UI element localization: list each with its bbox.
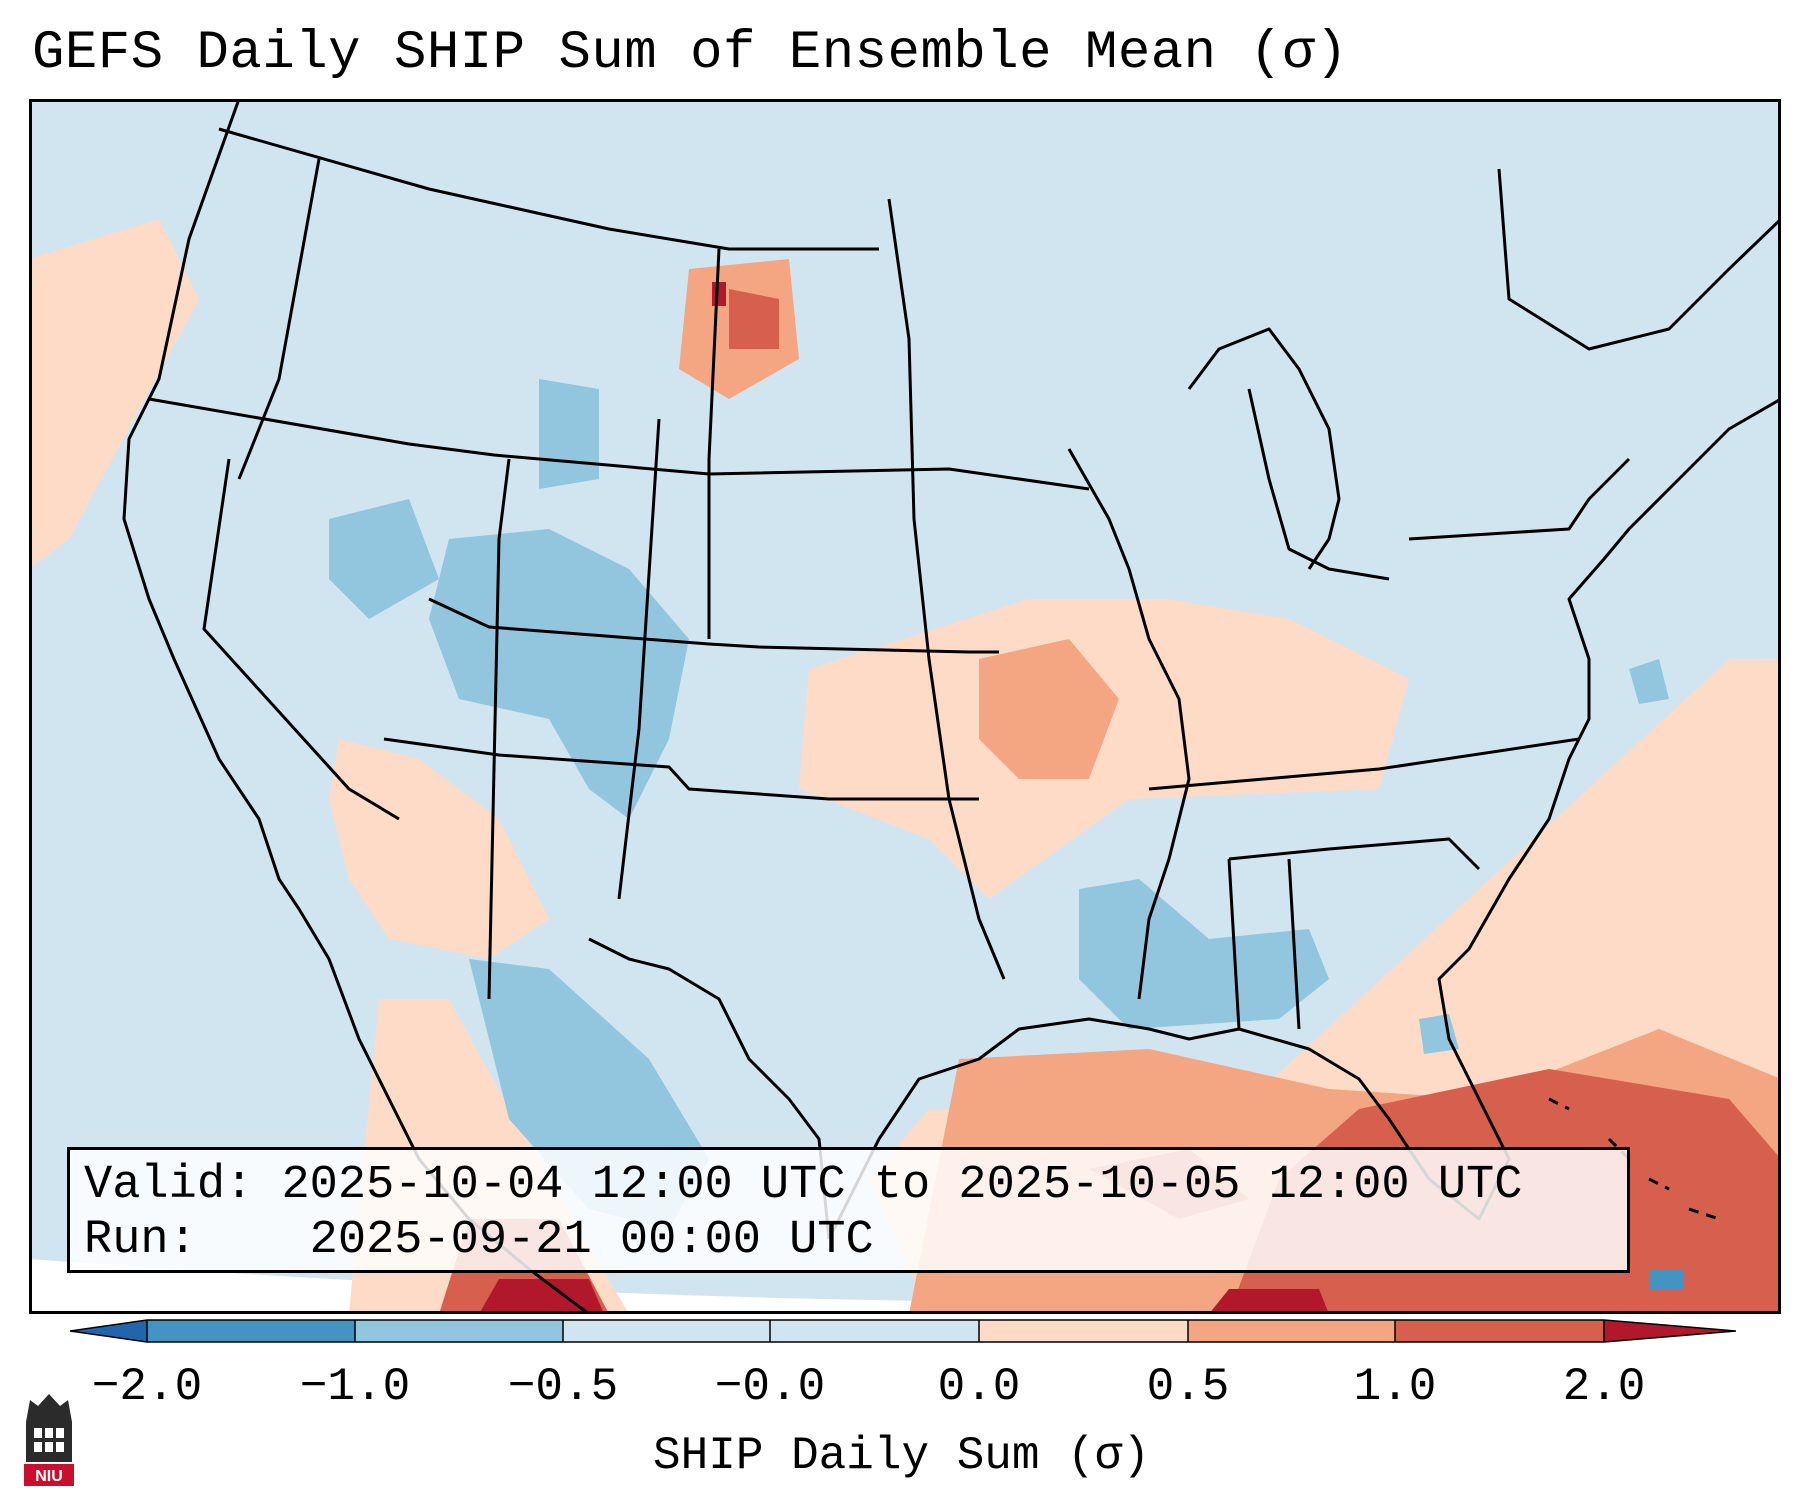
florida-negative-cell bbox=[1419, 1014, 1459, 1054]
pennsylvania-border bbox=[1408, 457, 1631, 541]
cb-seg-0-05 bbox=[979, 1320, 1188, 1342]
arizona-positive-region bbox=[329, 739, 549, 959]
great-lakes-outline bbox=[1187, 327, 1341, 570]
tennessee-border bbox=[1148, 737, 1580, 791]
mississippi-alabama-border bbox=[1227, 858, 1241, 1030]
mississippi-river-border bbox=[1067, 448, 1191, 1000]
plains-state-border bbox=[887, 198, 1006, 980]
california-nevada-border bbox=[202, 458, 400, 821]
map-border bbox=[29, 99, 1781, 1314]
colorbar-tick-label: 2.0 bbox=[1562, 1361, 1646, 1413]
gulf-max-region bbox=[1210, 1289, 1329, 1313]
gulf-atlantic-coastline bbox=[827, 398, 1780, 1240]
cb-seg-neg2-neg1 bbox=[147, 1320, 355, 1342]
colorbar-label: SHIP Daily Sum (σ) bbox=[653, 1430, 1150, 1482]
cb-seg-05-1 bbox=[1188, 1320, 1395, 1342]
atlantic-negative-cell bbox=[1629, 659, 1669, 704]
latitude-42-border bbox=[148, 397, 1090, 491]
caribbean-negative-cell bbox=[1649, 1269, 1684, 1289]
pacific-max-region bbox=[479, 1279, 604, 1313]
colorbar bbox=[70, 1319, 1736, 1343]
canada-border-west bbox=[218, 127, 879, 251]
logo-crown bbox=[26, 1394, 72, 1422]
colorado-new-mexico-border bbox=[617, 418, 661, 900]
chart-title: GEFS Daily SHIP Sum of Ensemble Mean (σ) bbox=[32, 23, 1349, 84]
missouri-positive-core bbox=[979, 639, 1119, 779]
colorado-plateau-negative-region bbox=[429, 529, 689, 819]
colorbar-tick-label: 0.0 bbox=[937, 1361, 1021, 1413]
southeast-negative-region bbox=[1079, 879, 1329, 1029]
alabama-georgia-border bbox=[1287, 858, 1301, 1030]
canada-border-east bbox=[1497, 168, 1780, 351]
nevada-negative-region bbox=[329, 499, 439, 619]
latitude-37-border bbox=[428, 597, 999, 654]
valid-label: Valid: bbox=[84, 1159, 254, 1212]
cb-seg-neg0-0 bbox=[770, 1320, 979, 1342]
map-panel bbox=[29, 99, 1781, 1314]
montana-max-cell bbox=[712, 282, 726, 306]
colorbar-tick-label: 0.5 bbox=[1146, 1361, 1230, 1413]
montana-positive-core bbox=[729, 289, 779, 349]
cb-seg-1-2 bbox=[1395, 1320, 1604, 1342]
run-time: 2025-09-21 00:00 UTC bbox=[309, 1214, 874, 1267]
texas-border bbox=[588, 937, 831, 1240]
logo-badge bbox=[24, 1464, 74, 1486]
wyoming-nebraska-border bbox=[707, 248, 721, 639]
cb-seg-neg05-neg0 bbox=[563, 1320, 770, 1342]
cb-extend-max bbox=[1604, 1320, 1736, 1342]
cb-extend-min bbox=[70, 1320, 147, 1342]
valid-time: 2025-10-04 12:00 UTC to 2025-10-05 12:00… bbox=[281, 1159, 1523, 1212]
cb-seg-neg1-neg05 bbox=[355, 1320, 563, 1342]
idaho-negative-region bbox=[539, 379, 599, 489]
logo-windows bbox=[34, 1428, 64, 1452]
logo-text: NIU bbox=[35, 1468, 63, 1485]
colorbar-tick-label: −1.0 bbox=[299, 1361, 411, 1413]
utah-arizona-border bbox=[487, 458, 511, 1000]
valid-run-info-box: Valid: 2025-10-04 12:00 UTC to 2025-10-0… bbox=[67, 1147, 1630, 1273]
pacific-northwest-positive-region bbox=[30, 219, 199, 568]
colorbar-tick-label: −0.0 bbox=[714, 1361, 826, 1413]
southeast-border bbox=[1228, 837, 1481, 871]
run-label: Run: bbox=[84, 1214, 197, 1267]
niu-logo: NIU bbox=[24, 1394, 74, 1486]
colorbar-tick-labels: −2.0 −1.0 −0.5 −0.0 0.0 0.5 1.0 2.0 bbox=[0, 1362, 1803, 1422]
colorbar-tick-label: −0.5 bbox=[507, 1361, 619, 1413]
central-us-positive-region bbox=[799, 599, 1409, 899]
colorbar-tick-label: 1.0 bbox=[1353, 1361, 1437, 1413]
oregon-idaho-border bbox=[237, 158, 321, 480]
latitude-35-border bbox=[383, 737, 979, 801]
lake-michigan-outline bbox=[1247, 388, 1390, 581]
colorbar-tick-label: −2.0 bbox=[91, 1361, 203, 1413]
map-svg bbox=[29, 99, 1781, 1314]
